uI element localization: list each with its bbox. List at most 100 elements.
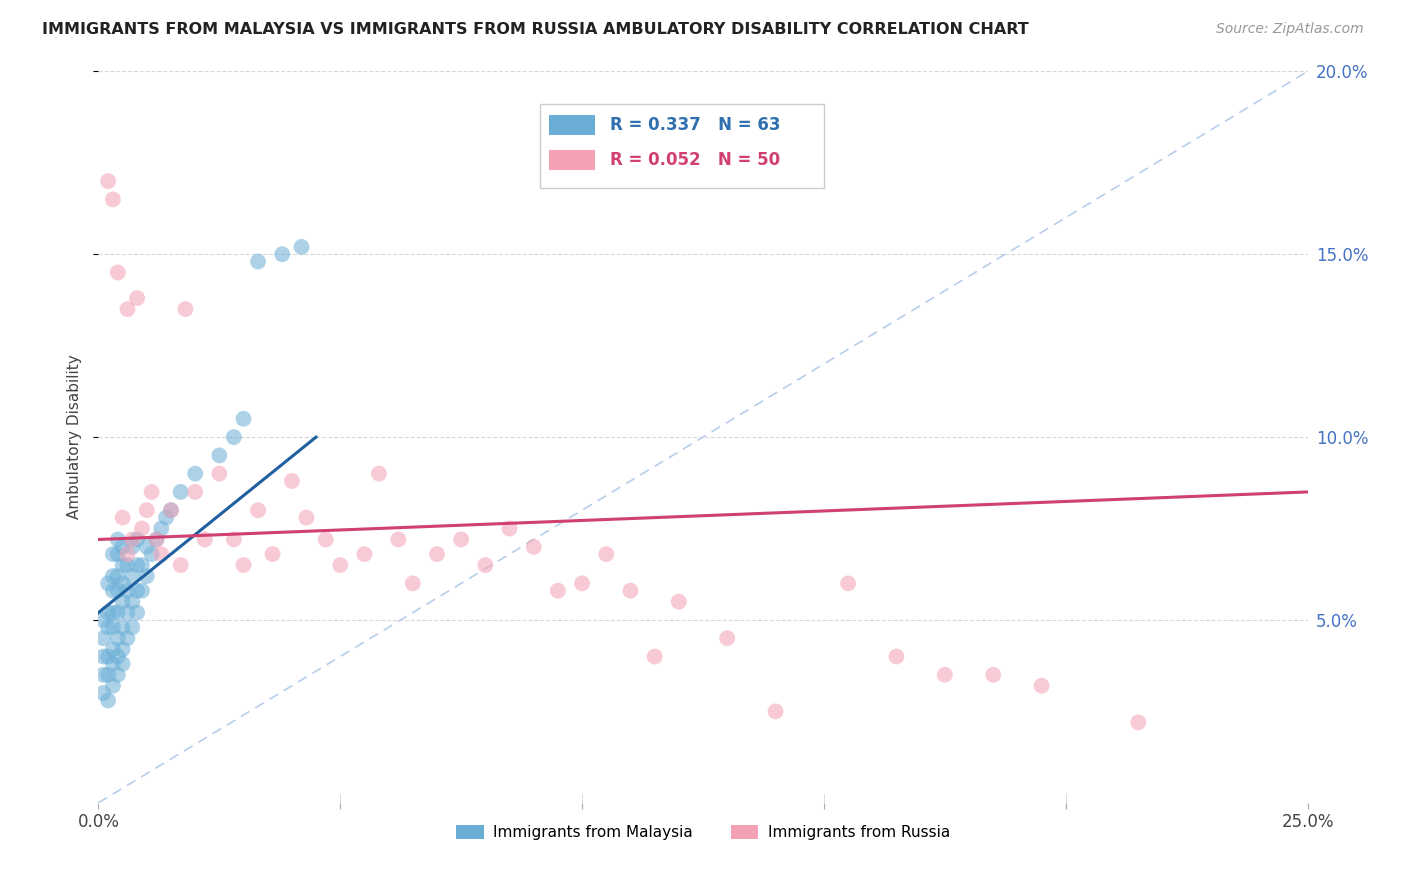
Point xyxy=(101,192,124,206)
Point xyxy=(111,620,134,634)
Point xyxy=(97,649,120,664)
Point xyxy=(117,301,139,317)
Point xyxy=(111,558,134,573)
Point xyxy=(141,547,163,561)
Point xyxy=(150,547,173,561)
Point xyxy=(127,558,149,573)
Point xyxy=(101,547,124,561)
Point xyxy=(111,657,134,671)
Point xyxy=(101,606,124,620)
Point xyxy=(91,613,114,627)
Point xyxy=(127,583,149,598)
Point xyxy=(222,430,245,444)
Point xyxy=(97,667,120,681)
Point xyxy=(232,558,254,573)
Point xyxy=(145,533,167,547)
Point xyxy=(121,569,143,583)
Point xyxy=(111,510,134,524)
Point xyxy=(329,558,352,573)
Point xyxy=(184,485,207,500)
Point xyxy=(981,667,1004,681)
Point xyxy=(97,693,120,707)
Point xyxy=(547,583,569,598)
Point xyxy=(131,583,153,598)
Point xyxy=(402,576,425,591)
Point xyxy=(232,412,254,426)
Point xyxy=(208,448,231,462)
Point xyxy=(91,667,114,681)
Point xyxy=(107,533,129,547)
Point xyxy=(595,547,617,561)
Point xyxy=(127,606,149,620)
Point xyxy=(91,632,114,646)
Point xyxy=(101,642,124,657)
Y-axis label: Ambulatory Disability: Ambulatory Disability xyxy=(67,355,83,519)
Point xyxy=(135,503,157,517)
Point xyxy=(131,521,153,535)
Point xyxy=(160,503,183,517)
Point xyxy=(184,467,207,481)
Point xyxy=(107,667,129,681)
Point xyxy=(135,540,157,554)
Text: Source: ZipAtlas.com: Source: ZipAtlas.com xyxy=(1216,22,1364,37)
Point xyxy=(208,467,231,481)
Point xyxy=(765,705,787,719)
Point xyxy=(111,642,134,657)
Point xyxy=(107,569,129,583)
Point xyxy=(886,649,908,664)
Point xyxy=(474,558,496,573)
Point xyxy=(387,533,409,547)
Point xyxy=(571,576,593,591)
Point xyxy=(1031,679,1053,693)
Point xyxy=(107,547,129,561)
Point xyxy=(160,503,183,517)
Point xyxy=(117,632,139,646)
Point xyxy=(97,606,120,620)
Point xyxy=(107,632,129,646)
Point xyxy=(169,558,191,573)
Point xyxy=(101,583,124,598)
Point xyxy=(121,620,143,634)
Point xyxy=(97,576,120,591)
Point xyxy=(281,474,304,488)
Text: R = 0.052   N = 50: R = 0.052 N = 50 xyxy=(610,151,780,169)
Point xyxy=(141,485,163,500)
Legend: Immigrants from Malaysia, Immigrants from Russia: Immigrants from Malaysia, Immigrants fro… xyxy=(450,819,956,847)
Point xyxy=(295,510,318,524)
Point xyxy=(101,657,124,671)
Point xyxy=(1128,715,1150,730)
Point xyxy=(111,594,134,608)
Point xyxy=(117,558,139,573)
Point xyxy=(127,533,149,547)
Text: IMMIGRANTS FROM MALAYSIA VS IMMIGRANTS FROM RUSSIA AMBULATORY DISABILITY CORRELA: IMMIGRANTS FROM MALAYSIA VS IMMIGRANTS F… xyxy=(42,22,1029,37)
Point xyxy=(644,649,666,664)
Point xyxy=(111,540,134,554)
Point xyxy=(290,240,312,254)
Point xyxy=(111,576,134,591)
Point xyxy=(121,594,143,608)
Point xyxy=(117,583,139,598)
Point xyxy=(101,620,124,634)
Point xyxy=(121,533,143,547)
Point xyxy=(247,254,270,268)
Point xyxy=(247,503,270,517)
Point xyxy=(127,291,149,305)
Point xyxy=(353,547,375,561)
Point xyxy=(271,247,294,261)
Point xyxy=(91,686,114,700)
Point xyxy=(716,632,738,646)
Point xyxy=(97,620,120,634)
Point xyxy=(169,485,191,500)
Point xyxy=(107,606,129,620)
Point xyxy=(194,533,217,547)
Point xyxy=(117,606,139,620)
Point xyxy=(107,583,129,598)
Point xyxy=(450,533,472,547)
Point xyxy=(619,583,641,598)
Bar xyxy=(550,150,595,170)
Point xyxy=(934,667,956,681)
Point xyxy=(262,547,284,561)
Point xyxy=(107,266,129,280)
Point xyxy=(97,174,120,188)
Point xyxy=(107,649,129,664)
